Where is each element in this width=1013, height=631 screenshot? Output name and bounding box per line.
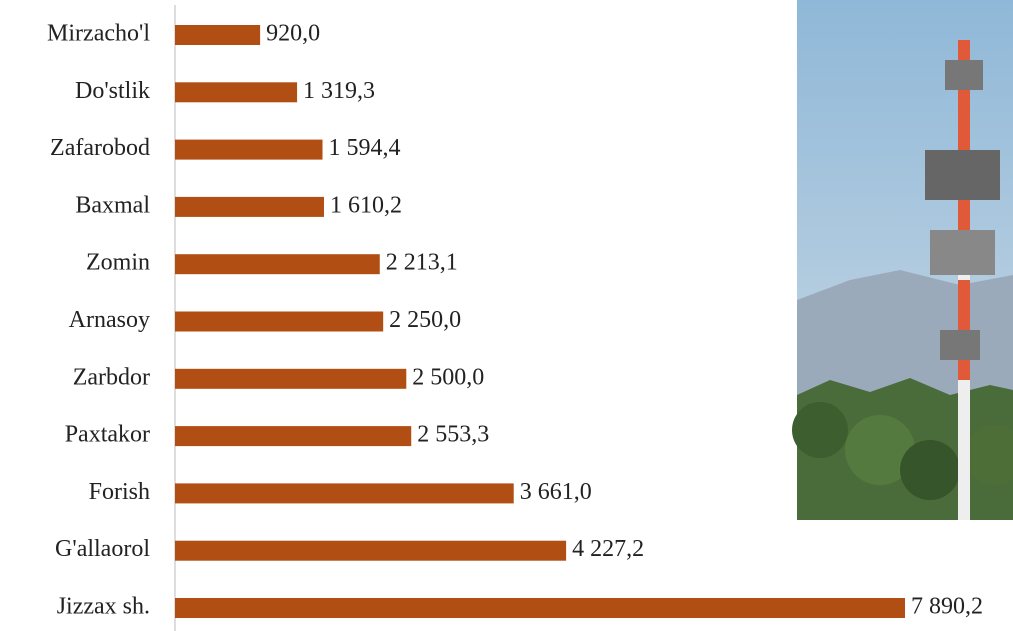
bar [175, 426, 412, 447]
value-label: 7 890,2 [911, 594, 983, 620]
value-label: 1 610,2 [330, 192, 402, 218]
bar [175, 82, 298, 103]
tower-photo [792, 0, 1013, 520]
value-label: 2 500,0 [412, 364, 484, 390]
value-label: 1 319,3 [303, 78, 375, 104]
value-label: 3 661,0 [520, 479, 592, 505]
y-tick-label: Zarbdor [73, 364, 150, 390]
bar [175, 254, 380, 275]
value-label: 2 250,0 [389, 307, 461, 333]
y-tick-label: Do'stlik [75, 78, 150, 104]
value-label: 2 553,3 [417, 422, 489, 448]
bar [175, 540, 567, 561]
value-label: 4 227,2 [572, 536, 644, 562]
y-tick-label: G'allaorol [55, 536, 150, 562]
bar [175, 368, 407, 389]
bar [175, 196, 324, 217]
y-tick-label: Jizzax sh. [57, 594, 150, 620]
value-label: 920,0 [266, 21, 320, 47]
y-tick-label: Forish [89, 479, 150, 505]
bar [175, 483, 514, 504]
y-tick-label: Zafarobod [50, 135, 150, 161]
bar [175, 139, 323, 160]
bar [175, 25, 261, 45]
y-tick-label: Zomin [86, 250, 150, 276]
value-label: 2 213,1 [386, 250, 458, 276]
y-tick-label: Mirzacho'l [47, 21, 150, 47]
y-tick-label: Arnasoy [69, 307, 150, 333]
bar [175, 598, 905, 618]
bar [175, 311, 384, 332]
value-label: 1 594,4 [329, 135, 401, 161]
y-tick-label: Baxmal [75, 192, 150, 218]
y-tick-label: Paxtakor [65, 422, 150, 448]
